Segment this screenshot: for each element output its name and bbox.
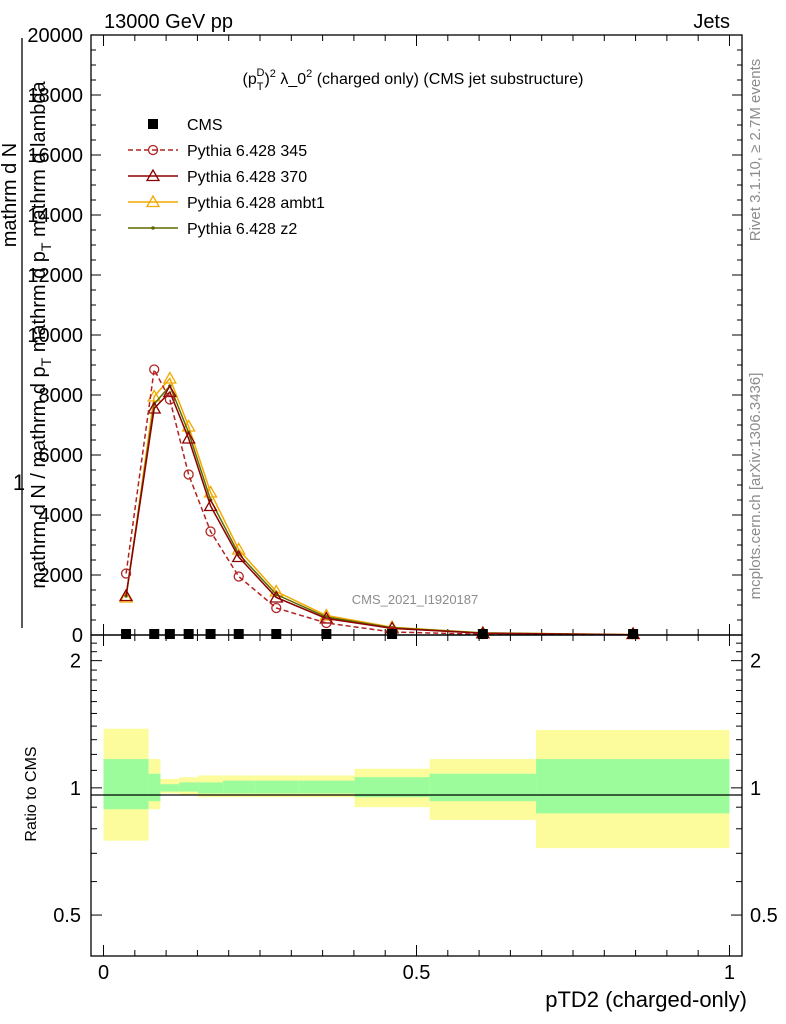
point-cms: [477, 629, 488, 639]
legend-label-p345: Pythia 6.428 345: [187, 143, 307, 160]
point-cms: [387, 629, 398, 639]
ratio-band-inner: [179, 782, 199, 792]
point-ambt1: [118, 590, 134, 603]
watermark: CMS_2021_I1920187: [352, 592, 479, 607]
ratio-y-tick-label: 2: [70, 651, 81, 673]
y-tick-label: 16000: [27, 145, 83, 167]
point-p370: [231, 549, 246, 563]
series-line-p345: [125, 367, 634, 636]
ratio-y-tick-label: 0.5: [53, 905, 81, 927]
point-ambt1: [162, 371, 177, 384]
x-tick-label: 0.5: [403, 962, 431, 984]
point-cms: [628, 629, 639, 639]
legend-marker-p345: [147, 144, 159, 156]
main-ylabel-denominator: mathrm d N / mathrm d pT mathrm d pT mat…: [28, 80, 54, 588]
ratio-band-inner: [148, 773, 161, 802]
y-tick-label: 6000: [39, 445, 84, 467]
rivet-label: Rivet 3.1.10, ≥ 2.7M events: [747, 59, 764, 242]
point-cms: [233, 629, 244, 639]
point-cms: [183, 629, 194, 639]
point-p345: [233, 571, 244, 582]
legend-marker-ambt1: [145, 194, 161, 208]
ratio-band-inner: [354, 777, 430, 798]
legend-label-cms: CMS: [187, 117, 223, 134]
ratio-band-inner: [429, 773, 537, 802]
series-layer: [118, 364, 641, 640]
y-tick-label: 12000: [27, 265, 83, 287]
header-right: Jets: [693, 11, 730, 33]
point-p370: [162, 384, 177, 398]
ratio-band-inner: [536, 759, 730, 814]
point-ambt1: [319, 608, 334, 621]
ratio-bands: [103, 728, 730, 849]
point-p370: [269, 590, 284, 603]
legend-marker-z2: [151, 226, 155, 230]
x-tick-label: 0: [98, 962, 109, 984]
legend-marker-cms: [148, 119, 158, 129]
legend-label-ambt1: Pythia 6.428 ambt1: [187, 195, 325, 212]
y-tick-label: 10000: [27, 325, 83, 347]
ratio-band-inner: [298, 780, 355, 794]
point-cms: [271, 629, 282, 639]
y-tick-label: 20000: [27, 25, 83, 47]
legend-label-p370: Pythia 6.428 370: [187, 169, 307, 186]
ratio-band-inner: [103, 759, 149, 810]
point-p345: [271, 602, 282, 614]
y-tick-label: 14000: [27, 205, 83, 227]
series-line-p370: [125, 390, 634, 636]
point-cms: [164, 629, 175, 639]
legend: CMS Pythia 6.428 345 Pythia 6.428 370 Pythi…: [128, 117, 325, 238]
point-p345: [164, 394, 176, 405]
point-p345: [120, 568, 132, 579]
ratio-band-inner: [254, 780, 299, 794]
y-tick-label: 4000: [39, 505, 84, 527]
point-cms: [205, 629, 216, 639]
point-p370: [181, 431, 196, 444]
ratio-y-tick-label-right: 0.5: [750, 905, 778, 927]
mcplots-label: mcplots.cern.ch [arXiv:1306.3436]: [747, 373, 764, 600]
point-p370: [203, 498, 218, 512]
header-left: 13000 GeV pp: [104, 11, 233, 33]
ratio-y-tick-label-right: 1: [750, 778, 761, 800]
point-p345: [183, 469, 194, 480]
point-cms: [149, 629, 160, 639]
legend-label-z2: Pythia 6.428 z2: [187, 221, 297, 238]
point-p370: [147, 401, 162, 414]
point-p345: [205, 526, 216, 537]
y-tick-label: 2000: [39, 565, 84, 587]
point-p345: [149, 364, 160, 375]
ratio-ylabel: Ratio to CMS: [23, 746, 40, 841]
ratio-band-inner: [223, 780, 255, 794]
main-ticks: 0 2000 4000 6000 8000 10000 12000 14000 16000 180…: [27, 25, 742, 647]
ratio-band-inner: [160, 784, 180, 792]
ratio-band-inner: [198, 782, 224, 794]
plot-title: (pTD)2 λ_02 (charged only) (CMS jet subs…: [243, 67, 584, 93]
x-axis-label: pTD2 (charged-only): [545, 987, 747, 1012]
point-cms: [121, 629, 132, 639]
legend-marker-p370: [145, 168, 161, 182]
point-p370: [118, 588, 134, 602]
y-tick-label: 18000: [27, 85, 83, 107]
main-ylabel-numerator: mathrm d N: [0, 143, 21, 247]
ratio-y-tick-label: 1: [70, 778, 81, 800]
point-p345: [321, 617, 332, 629]
point-cms: [321, 629, 332, 639]
ratio-y-tick-label-right: 2: [750, 651, 761, 673]
main-ylabel-top: 1: [13, 470, 25, 495]
x-tick-label: 1: [724, 962, 735, 984]
y-tick-label: 8000: [39, 385, 84, 407]
y-tick-label: 0: [72, 625, 83, 647]
